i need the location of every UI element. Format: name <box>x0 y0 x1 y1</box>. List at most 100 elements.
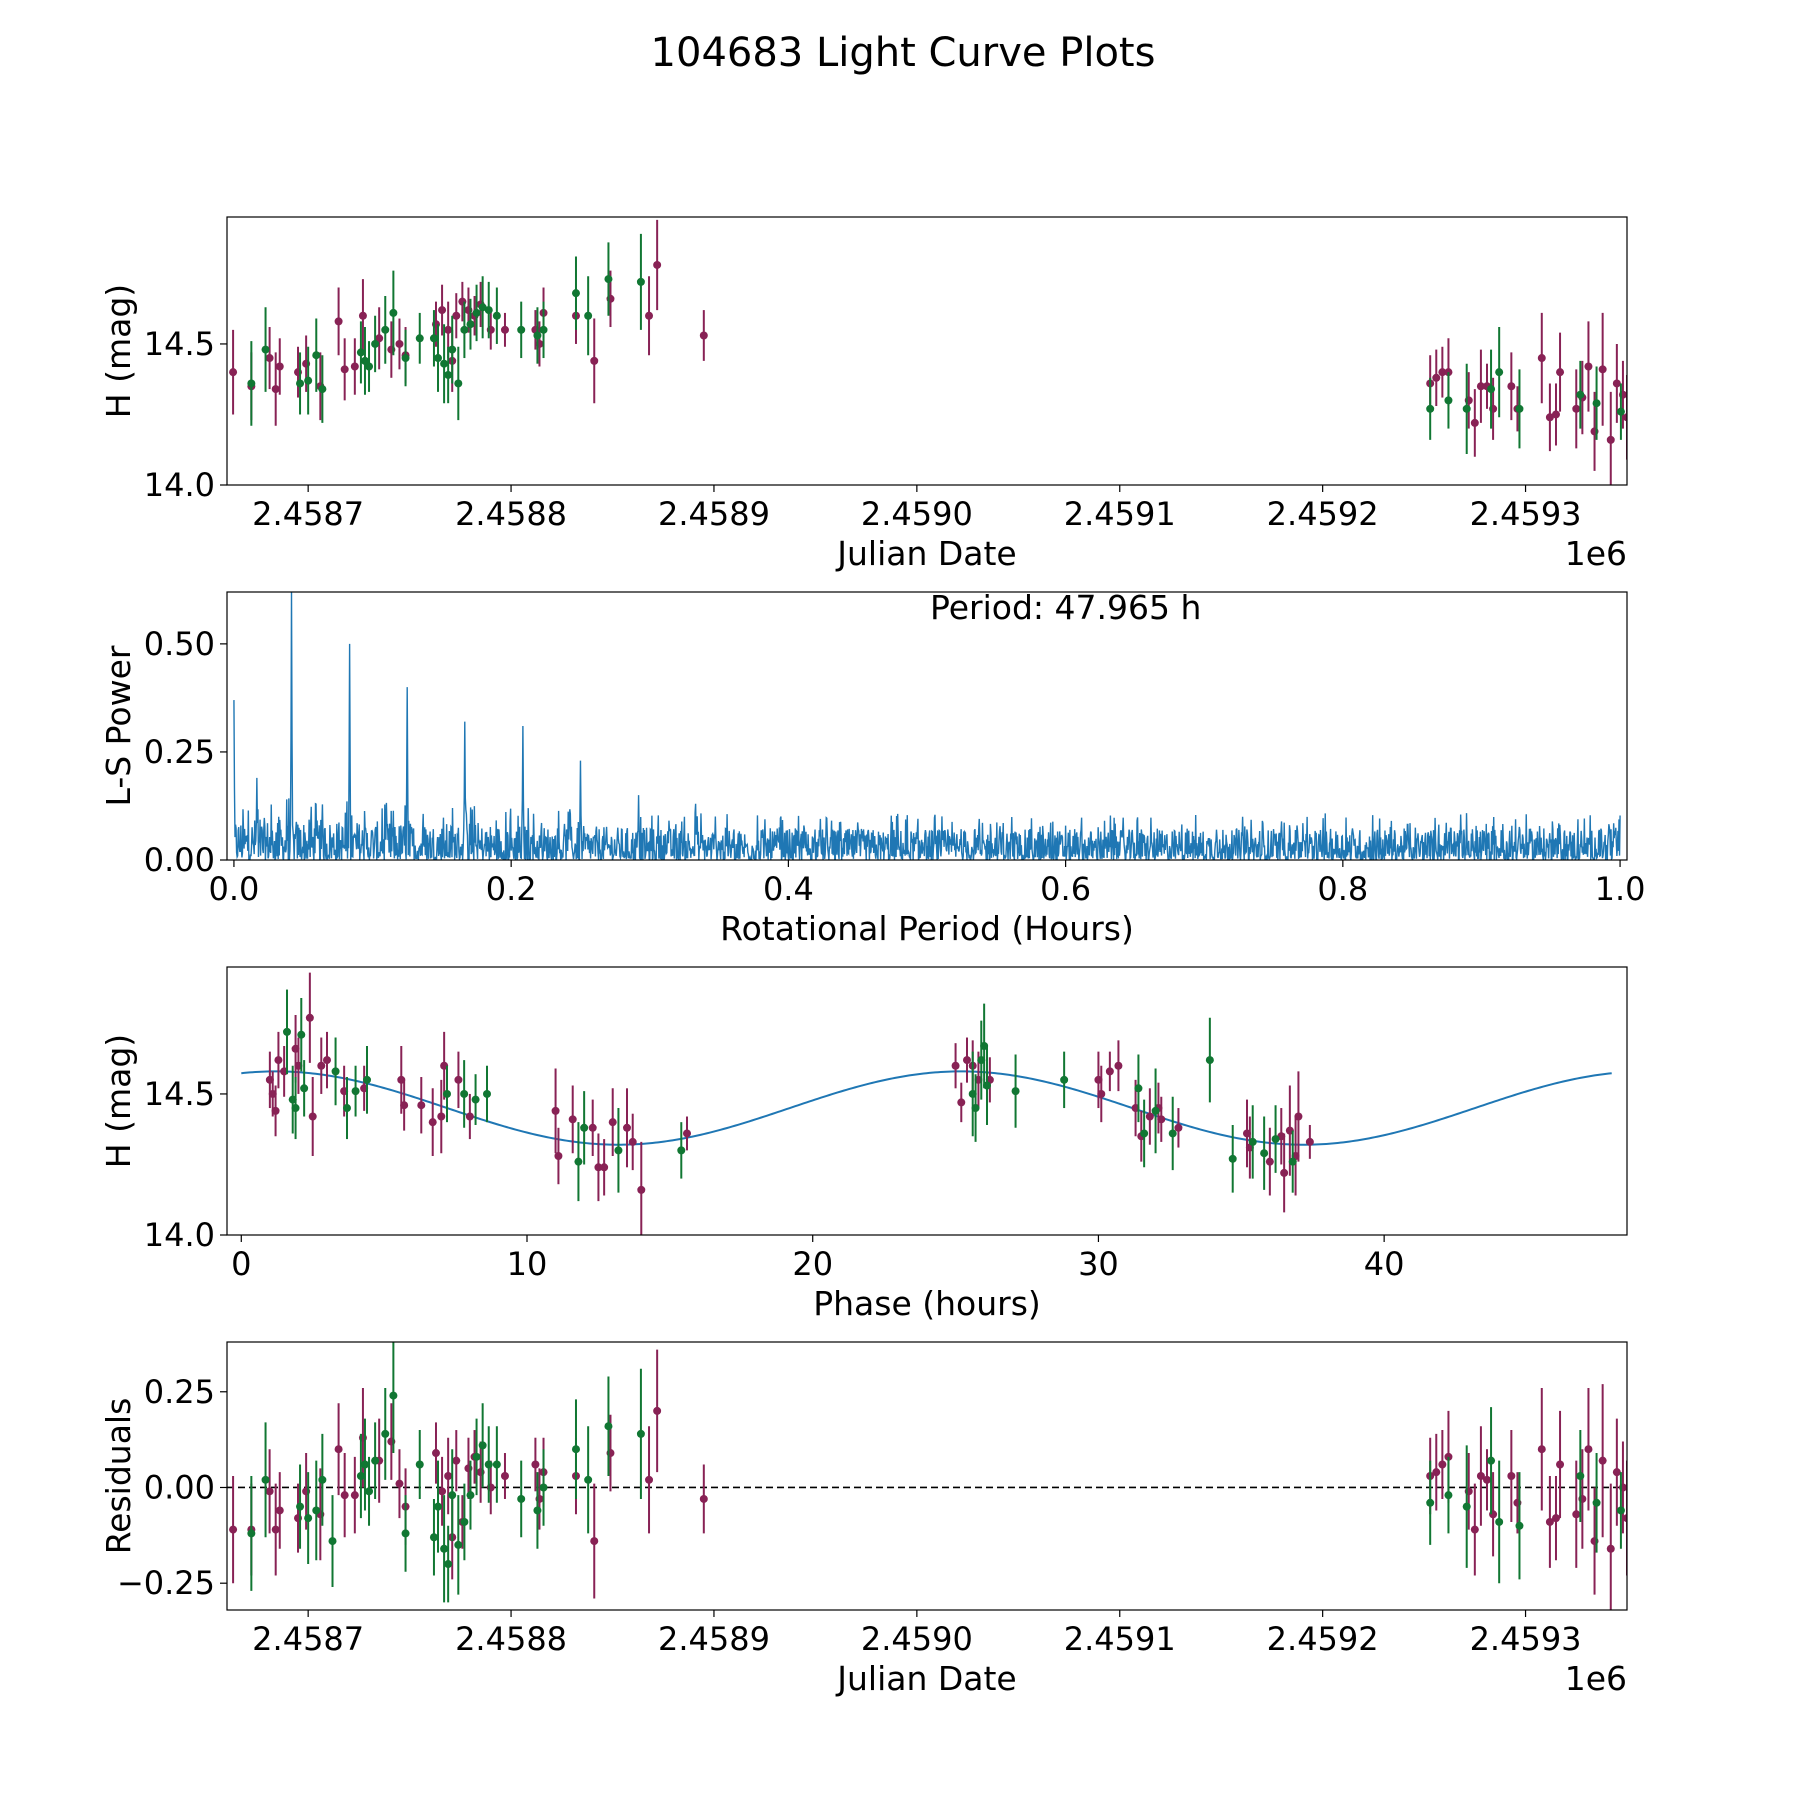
data-point <box>350 338 359 395</box>
x-tick-label: 2.4591 <box>1064 1620 1176 1658</box>
point-marker <box>539 1483 548 1492</box>
point-marker <box>466 1491 475 1500</box>
point-marker <box>1432 1468 1441 1477</box>
point-marker <box>551 1106 560 1115</box>
plot-area <box>227 1342 1627 1610</box>
point-marker <box>274 1056 283 1065</box>
data-point <box>452 293 461 339</box>
point-marker <box>275 362 284 371</box>
data-point <box>1280 1133 1289 1213</box>
point-marker <box>440 1544 449 1553</box>
data-point <box>1487 1407 1496 1515</box>
data-point <box>389 1342 398 1454</box>
y-tick-label: −0.25 <box>117 1564 215 1602</box>
data-point <box>590 318 599 404</box>
data-point <box>1432 349 1441 407</box>
data-point <box>265 327 274 390</box>
point-marker <box>699 1494 708 1503</box>
data-point <box>1011 1054 1020 1128</box>
point-marker <box>261 345 270 354</box>
point-marker <box>401 354 410 363</box>
point-marker <box>389 308 398 317</box>
data-point <box>454 346 463 421</box>
data-point <box>271 352 280 426</box>
point-marker <box>431 1449 440 1458</box>
point-marker <box>1576 1472 1585 1480</box>
point-marker <box>434 1502 443 1511</box>
data-point <box>1105 1051 1114 1092</box>
data-point <box>440 1495 449 1603</box>
x-tick-label: 2.4592 <box>1267 1620 1379 1658</box>
point-marker <box>460 1517 469 1526</box>
data-point <box>1515 1472 1524 1580</box>
data-point <box>317 1037 326 1094</box>
data-point <box>328 1495 337 1588</box>
x-tick-label: 2.4593 <box>1470 1620 1582 1658</box>
y-axis-label: L-S Power <box>99 645 138 806</box>
point-marker <box>296 1502 305 1511</box>
point-marker <box>437 1112 446 1121</box>
y-tick-label: 0.25 <box>144 1373 215 1411</box>
data-point <box>291 1077 300 1140</box>
data-point <box>1606 1483 1615 1610</box>
point-marker <box>1495 368 1504 377</box>
point-marker <box>444 370 453 379</box>
data-point <box>460 1060 469 1128</box>
x-tick-label: 0 <box>231 1245 251 1283</box>
data-point <box>1114 1040 1123 1092</box>
data-point <box>296 352 305 415</box>
point-marker <box>1476 1472 1485 1480</box>
point-marker <box>395 339 404 348</box>
point-marker <box>300 1084 309 1093</box>
data-point <box>1598 1384 1607 1538</box>
point-marker <box>283 1027 291 1036</box>
axes-frame <box>226 216 1628 486</box>
data-point <box>551 1068 560 1154</box>
point-marker <box>1476 382 1485 391</box>
point-marker <box>500 325 509 334</box>
data-point <box>590 1483 599 1599</box>
data-point <box>1432 1433 1441 1511</box>
data-point <box>444 346 453 404</box>
data-point <box>381 1387 390 1480</box>
point-marker <box>1545 1517 1554 1526</box>
point-marker <box>448 345 457 354</box>
point-marker <box>1426 1498 1435 1507</box>
x-axis-label: Rotational Period (Hours) <box>720 909 1134 948</box>
point-marker <box>350 1491 359 1500</box>
point-marker <box>371 1456 380 1465</box>
data-point <box>574 1122 583 1202</box>
data-point <box>1598 312 1607 426</box>
data-point <box>351 1065 360 1117</box>
point-marker <box>1537 354 1546 363</box>
data-point <box>247 341 256 426</box>
data-point <box>1576 360 1585 429</box>
data-point <box>448 315 457 384</box>
data-point <box>460 301 469 359</box>
x-tick-label: 20 <box>792 1245 833 1283</box>
data-point <box>636 233 645 330</box>
point-marker <box>645 1475 654 1484</box>
data-point <box>261 307 270 392</box>
point-marker <box>363 1075 371 1084</box>
data-point <box>356 321 365 384</box>
data-point <box>1495 327 1504 418</box>
point-marker <box>1140 1129 1149 1138</box>
data-point <box>300 1060 309 1117</box>
x-tick-label: 0.2 <box>486 870 537 908</box>
point-marker <box>400 1101 409 1110</box>
data-point <box>1592 1453 1601 1553</box>
point-marker <box>1551 1514 1560 1523</box>
data-point <box>340 338 349 401</box>
point-marker <box>1444 1491 1453 1500</box>
data-point <box>1288 1130 1297 1193</box>
point-marker <box>1114 1061 1123 1070</box>
point-marker <box>1288 1157 1297 1166</box>
point-marker <box>1271 1135 1280 1144</box>
data-point <box>1271 1105 1280 1173</box>
point-marker <box>571 289 580 298</box>
data-point <box>584 276 593 356</box>
data-point <box>415 312 424 364</box>
point-marker <box>308 1112 317 1121</box>
point-marker <box>1545 413 1554 422</box>
